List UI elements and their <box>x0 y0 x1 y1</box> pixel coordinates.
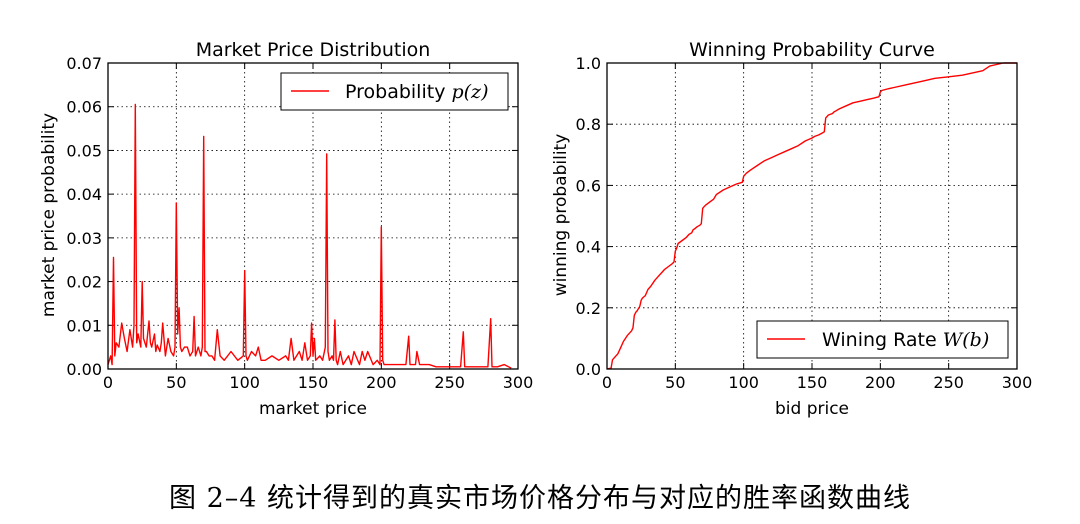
market-price-chart: Market Price Distribution market price p… <box>39 39 533 419</box>
axis-ticks: 0 50 100 150 200 250 300 0.0 0.2 0.4 0.6 0.8 1.0 <box>576 54 1033 392</box>
figure: Market Price Distribution market price p… <box>39 39 1032 419</box>
winning-probability-chart: Winning Probability Curve winning probab… <box>551 39 1032 419</box>
y-axis-label: market price probability <box>39 113 59 317</box>
x-tick-label: 0 <box>103 373 113 392</box>
legend-label: Wining Rate W(b) <box>822 329 989 351</box>
x-tick-label: 300 <box>503 373 534 392</box>
x-tick-label: 200 <box>366 373 397 392</box>
y-tick-label: 0.2 <box>576 299 601 318</box>
x-axis-label: market price <box>259 399 367 419</box>
y-tick-label: 0.8 <box>576 115 601 134</box>
chart-title: Market Price Distribution <box>196 39 431 61</box>
y-tick-label: 0.0 <box>576 360 601 379</box>
y-tick-label: 0.05 <box>66 141 102 160</box>
legend-label: Probability p(z) <box>345 81 488 103</box>
plot-area <box>606 62 1017 370</box>
x-tick-label: 100 <box>728 373 759 392</box>
x-tick-label: 300 <box>1002 373 1033 392</box>
x-tick-label: 50 <box>665 373 685 392</box>
x-tick-label: 0 <box>602 373 612 392</box>
legend-math: W(b) <box>943 329 990 351</box>
y-tick-label: 0.6 <box>576 176 601 195</box>
y-tick-label: 0.00 <box>66 360 102 379</box>
x-tick-label: 50 <box>166 373 186 392</box>
plot-area <box>107 103 512 369</box>
figure-caption: 图 2–4 统计得到的真实市场价格分布与对应的胜率函数曲线 <box>168 483 912 514</box>
y-tick-label: 0.07 <box>66 54 102 73</box>
y-tick-label: 0.01 <box>66 316 102 335</box>
x-tick-label: 250 <box>933 373 964 392</box>
axes-frame <box>107 62 519 370</box>
axes-frame <box>606 62 1018 370</box>
legend-text: Probability <box>345 81 451 103</box>
series-line <box>107 103 512 369</box>
y-axis-label: winning probability <box>551 134 571 297</box>
x-tick-label: 250 <box>434 373 465 392</box>
x-tick-label: 200 <box>865 373 896 392</box>
legend: Probability p(z) <box>280 72 509 111</box>
y-tick-label: 1.0 <box>576 54 601 73</box>
axis-ticks: 0 50 100 150 200 250 300 0.00 0.01 0.02 0.03 0.04 0.… <box>66 54 533 392</box>
series-line <box>606 62 1017 370</box>
grid <box>607 63 1017 369</box>
x-tick-label: 150 <box>298 373 329 392</box>
y-tick-label: 0.4 <box>576 238 601 257</box>
x-tick-label: 100 <box>229 373 260 392</box>
legend-math: p(z) <box>451 81 488 103</box>
y-tick-label: 0.03 <box>66 229 102 248</box>
y-tick-label: 0.04 <box>66 185 102 204</box>
legend: Wining Rate W(b) <box>756 320 1009 359</box>
legend-text: Wining Rate <box>822 329 943 351</box>
x-tick-label: 150 <box>797 373 828 392</box>
y-tick-label: 0.06 <box>66 98 102 117</box>
x-axis-label: bid price <box>775 399 849 419</box>
chart-title: Winning Probability Curve <box>689 39 935 61</box>
y-tick-label: 0.02 <box>66 273 102 292</box>
